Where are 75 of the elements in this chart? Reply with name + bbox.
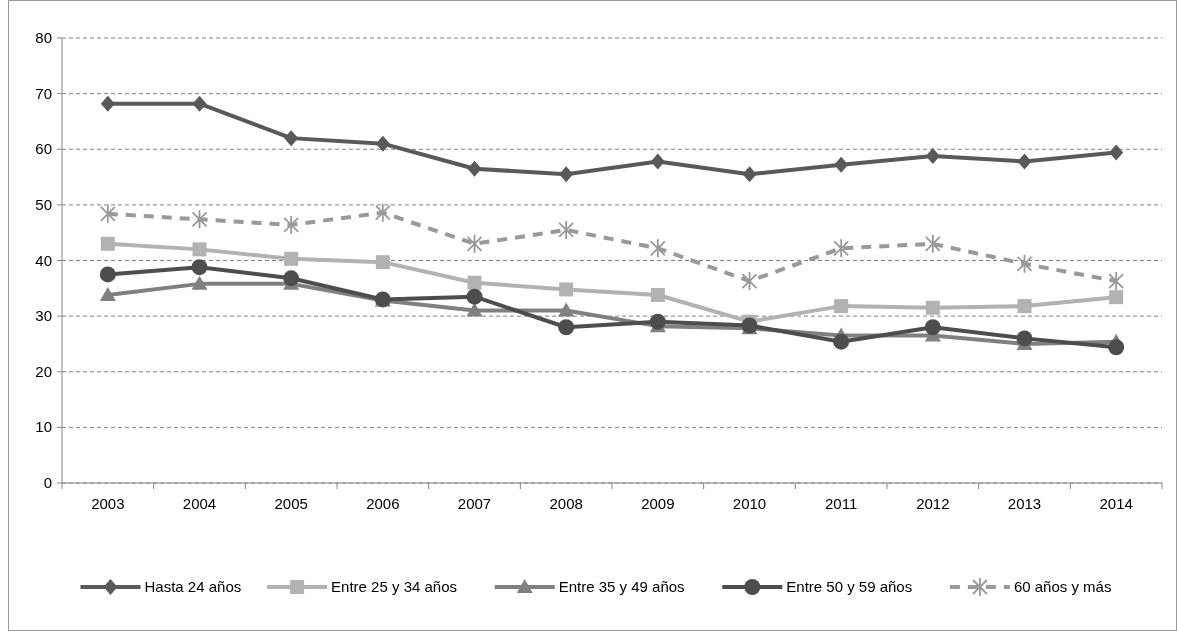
point bbox=[374, 202, 391, 223]
y-tick-label: 20 bbox=[35, 362, 52, 380]
y-tick-label: 60 bbox=[35, 140, 52, 158]
y-tick-label: 30 bbox=[35, 307, 52, 325]
point bbox=[284, 251, 299, 266]
point bbox=[375, 135, 390, 152]
legend-label: Entre 25 y 34 años bbox=[331, 578, 458, 595]
point bbox=[99, 266, 116, 283]
x-tick-label: 2014 bbox=[1099, 495, 1133, 512]
point bbox=[99, 203, 116, 224]
point bbox=[833, 238, 850, 259]
point bbox=[1017, 299, 1032, 314]
point bbox=[466, 302, 483, 317]
y-tick-label: 80 bbox=[35, 29, 52, 46]
x-tick-label: 2011 bbox=[825, 495, 858, 512]
legend-label: Entre 50 y 59 años bbox=[786, 578, 913, 595]
y-tick-label: 0 bbox=[43, 474, 52, 491]
point bbox=[925, 147, 940, 164]
point bbox=[925, 300, 940, 315]
point bbox=[99, 286, 116, 301]
point bbox=[650, 287, 665, 302]
point bbox=[100, 236, 115, 251]
point bbox=[742, 166, 757, 183]
point bbox=[283, 215, 300, 235]
point bbox=[1016, 330, 1033, 347]
point bbox=[650, 153, 665, 170]
point bbox=[1109, 144, 1124, 161]
point bbox=[192, 242, 207, 257]
legend-label: Entre 35 y 49 años bbox=[558, 578, 685, 595]
point bbox=[834, 299, 849, 314]
x-tick-label: 2009 bbox=[641, 495, 675, 512]
y-tick-label: 50 bbox=[35, 195, 52, 213]
point bbox=[649, 238, 666, 259]
point bbox=[834, 156, 849, 173]
point bbox=[649, 313, 666, 330]
x-tick-label: 2013 bbox=[1007, 495, 1042, 512]
x-tick-label: 2004 bbox=[182, 495, 217, 512]
point bbox=[1016, 253, 1033, 274]
legend-label: 60 años y más bbox=[1013, 578, 1112, 595]
point bbox=[924, 319, 941, 336]
x-tick-label: 2006 bbox=[366, 495, 400, 512]
point bbox=[191, 259, 208, 276]
x-tick-label: 2010 bbox=[732, 495, 767, 512]
point bbox=[466, 288, 483, 305]
point bbox=[1017, 153, 1032, 170]
x-tick-label: 2008 bbox=[549, 495, 583, 512]
point bbox=[1109, 290, 1124, 305]
point bbox=[558, 220, 575, 240]
point bbox=[466, 233, 483, 254]
y-tick-label: 10 bbox=[35, 418, 52, 436]
x-tick-label: 2005 bbox=[274, 495, 308, 512]
point bbox=[559, 166, 574, 183]
point bbox=[558, 319, 575, 336]
point bbox=[375, 255, 390, 270]
point bbox=[467, 275, 482, 290]
point bbox=[833, 333, 850, 350]
point bbox=[741, 271, 758, 291]
point bbox=[191, 275, 208, 290]
point bbox=[558, 302, 575, 317]
point bbox=[467, 160, 482, 177]
x-tick-label: 2007 bbox=[457, 495, 492, 512]
point bbox=[559, 282, 574, 297]
y-tick-label: 70 bbox=[35, 84, 52, 102]
legend-label: Hasta 24 años bbox=[144, 578, 242, 595]
point bbox=[924, 233, 941, 254]
x-tick-label: 2012 bbox=[916, 495, 950, 512]
x-tick-label: 2003 bbox=[91, 495, 125, 512]
point bbox=[100, 95, 115, 112]
point bbox=[284, 130, 299, 147]
point bbox=[283, 270, 300, 287]
point bbox=[191, 209, 208, 230]
point bbox=[1108, 271, 1125, 291]
y-tick-label: 40 bbox=[35, 251, 52, 269]
point bbox=[1108, 339, 1125, 356]
point bbox=[192, 95, 207, 112]
